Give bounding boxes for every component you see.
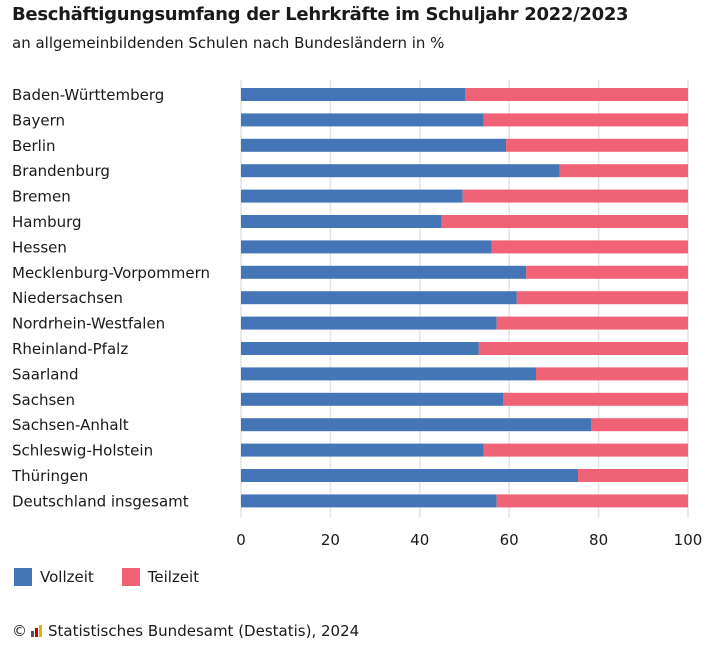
category-label: Sachsen [12,391,75,409]
category-label: Rheinland-Pfalz [12,340,128,358]
footer: © Statistisches Bundesamt (Destatis), 20… [12,622,359,640]
x-tick-label: 40 [410,531,429,549]
category-label: Niedersachsen [12,289,123,307]
bar-teilzeit [465,88,688,101]
category-label: Bremen [12,188,71,206]
x-tick-label: 60 [500,531,519,549]
bar-teilzeit [478,342,688,355]
category-label: Baden-Württemberg [12,86,164,104]
x-tick-label: 80 [589,531,608,549]
bar-vollzeit [241,342,479,355]
bar-vollzeit [241,316,497,330]
bar-vollzeit [241,265,527,279]
category-label: Schleswig-Holstein [12,442,153,460]
bar-vollzeit [241,189,463,203]
bar-vollzeit [241,164,560,178]
bar-teilzeit [503,392,688,406]
source-text: Statistisches Bundesamt (Destatis), 2024 [48,622,360,640]
bar-vollzeit [241,367,537,381]
bar-vollzeit [241,443,484,457]
category-label: Sachsen-Anhalt [12,416,129,434]
bar-teilzeit [491,240,688,254]
legend-label: Teilzeit [147,568,200,586]
legend-swatch-vollzeit [14,568,32,586]
bar-vollzeit [241,418,592,432]
category-label: Mecklenburg-Vorpommern [12,264,210,282]
bar-vollzeit [241,240,492,254]
category-label: Brandenburg [12,162,110,180]
category-label: Deutschland insgesamt [12,492,189,510]
bar-vollzeit [241,138,507,152]
category-label: Bayern [12,111,65,129]
chart-subtitle: an allgemeinbildenden Schulen nach Bunde… [12,34,445,52]
legend: Vollzeit Teilzeit [14,568,199,586]
bar-teilzeit [462,189,688,203]
bar-teilzeit [536,367,688,381]
x-tick-label: 20 [321,531,340,549]
bar-teilzeit [559,164,688,178]
bar-vollzeit [241,392,504,406]
legend-item-vollzeit[interactable]: Vollzeit [14,568,94,586]
category-label: Hamburg [12,213,82,231]
category-label: Thüringen [11,467,88,485]
category-label: Nordrhein-Westfalen [12,315,165,333]
bar-vollzeit [241,113,484,127]
bar-teilzeit [496,316,688,330]
bar-teilzeit [516,291,688,305]
bar-vollzeit [241,494,497,508]
bar-vollzeit [241,469,579,482]
bar-vollzeit [241,291,517,305]
destatis-logo-icon [31,625,42,637]
bar-teilzeit [506,138,688,152]
bar-chart: 0 20 40 60 80 100 Baden-Württemberg Bayern Berli… [11,80,703,549]
bar-teilzeit [591,418,688,432]
bar-vollzeit [241,88,466,101]
x-tick-label: 100 [674,531,703,549]
bar-teilzeit [578,469,688,482]
legend-label: Vollzeit [40,568,94,586]
legend-item-teilzeit[interactable]: Teilzeit [121,568,200,586]
category-label: Hessen [12,238,67,256]
bar-teilzeit [483,113,688,127]
bar-teilzeit [526,265,688,279]
x-tick-label: 0 [236,531,246,549]
chart-title: Beschäftigungsumfang der Lehrkräfte im S… [12,4,629,25]
category-label: Berlin [12,137,56,155]
bar-teilzeit [496,494,688,508]
copyright-symbol: © [12,622,27,640]
bar-teilzeit [441,215,688,228]
legend-swatch-teilzeit [121,568,140,586]
category-label: Saarland [12,365,78,383]
bar-teilzeit [483,443,688,457]
bar-vollzeit [241,215,442,228]
